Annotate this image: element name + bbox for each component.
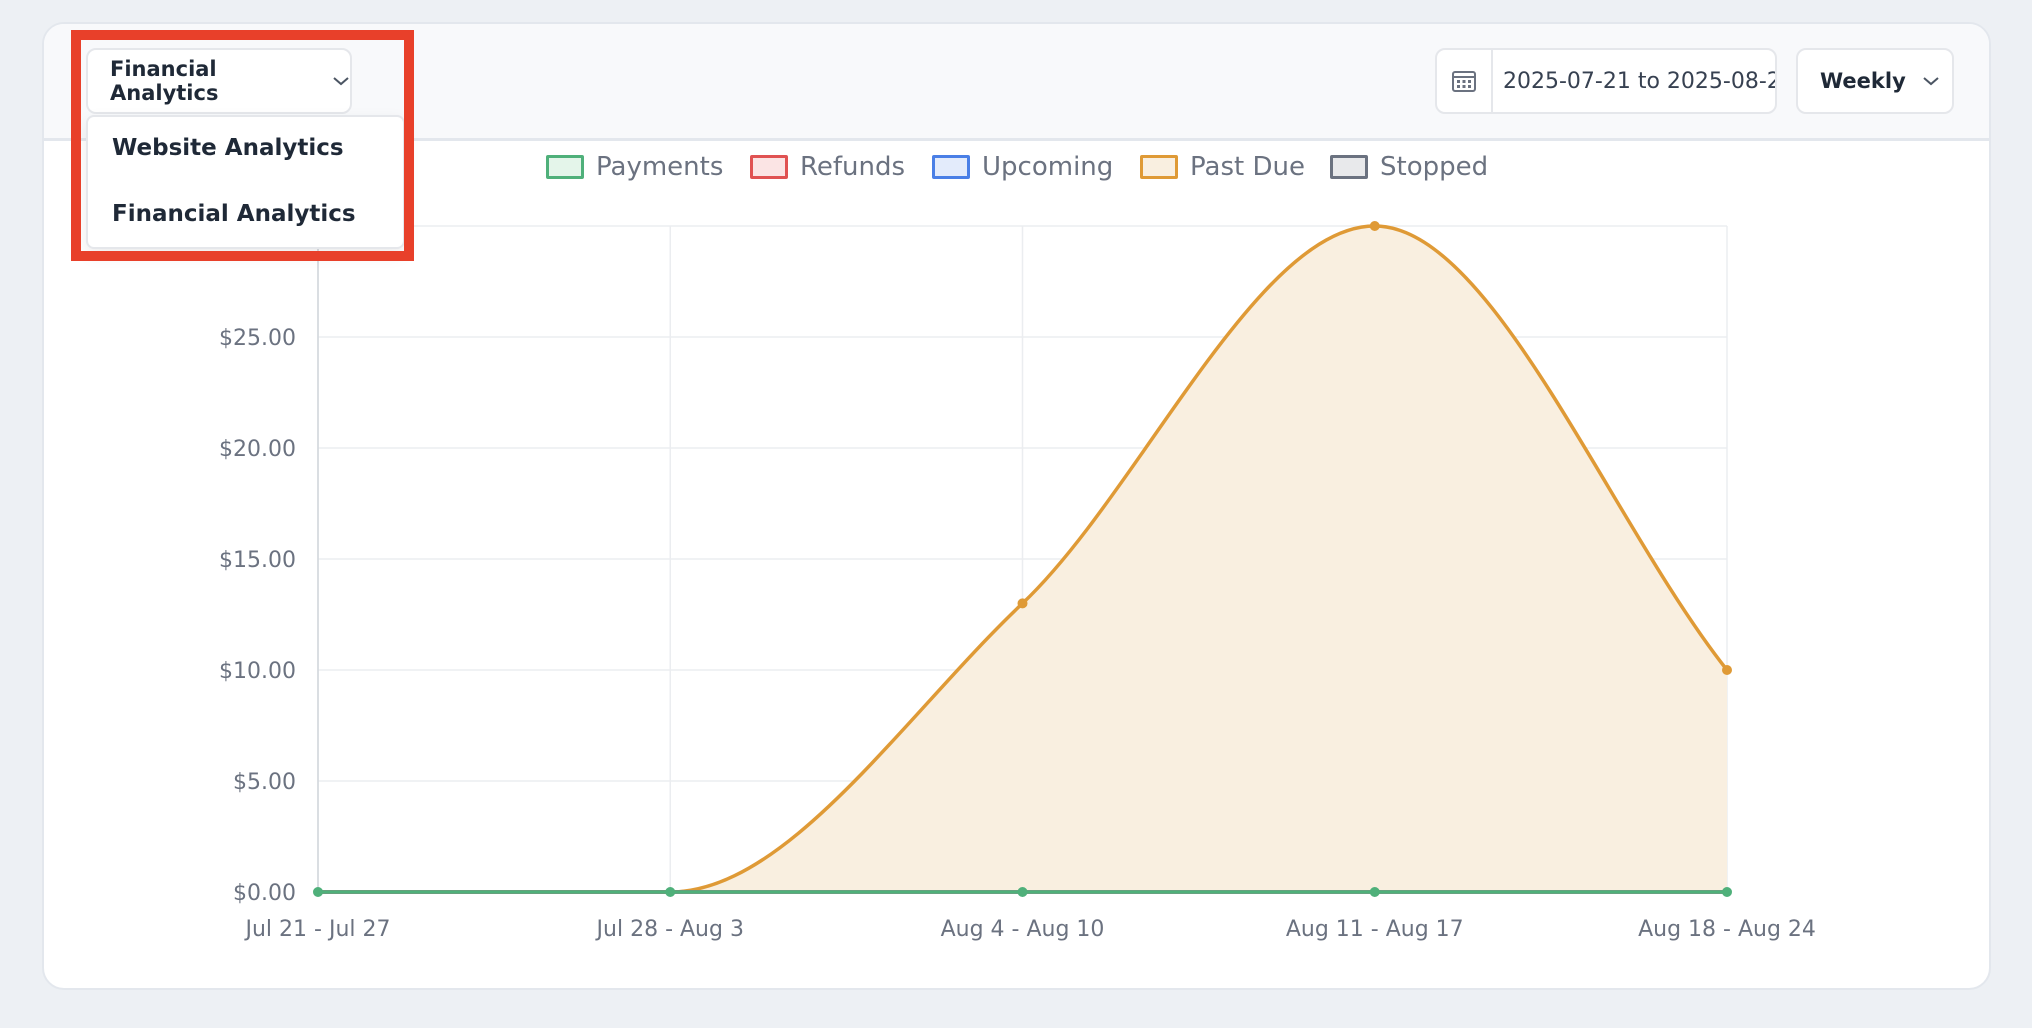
legend-label: Stopped (1380, 152, 1489, 182)
data-point-payments (1017, 887, 1028, 897)
x-tick-label: Jul 21 - Jul 27 (244, 917, 391, 942)
x-tick-label: Aug 18 - Aug 24 (1638, 917, 1816, 942)
x-tick-label: Aug 11 - Aug 17 (1286, 917, 1464, 942)
legend-swatch (1140, 155, 1178, 179)
data-point-payments (665, 887, 676, 897)
y-tick-label: $5.00 (233, 770, 296, 795)
menu-item-financial-analytics[interactable]: Financial Analytics (112, 201, 356, 227)
date-range-picker[interactable]: 2025-07-21 to 2025-08-20 (1435, 48, 1777, 114)
legend-item-past-due[interactable]: Past Due (1140, 152, 1305, 182)
legend-label: Upcoming (982, 152, 1114, 182)
x-tick-label: Jul 28 - Aug 3 (595, 917, 744, 942)
series-area-past-due (318, 226, 1727, 892)
date-range-value[interactable]: 2025-07-21 to 2025-08-20 (1503, 68, 1777, 94)
legend-label: Refunds (800, 152, 906, 182)
legend-label: Payments (596, 152, 724, 182)
legend-item-stopped[interactable]: Stopped (1330, 152, 1488, 182)
data-point-payments (313, 887, 323, 897)
y-tick-label: $25.00 (219, 326, 296, 351)
legend-swatch (546, 155, 584, 179)
data-point-past-due (1722, 665, 1732, 675)
legend-swatch (750, 155, 788, 179)
legend-swatch (1330, 155, 1368, 179)
chevron-down-icon (1922, 75, 1940, 87)
data-point-past-due (1017, 598, 1028, 609)
view-selector-menu: Website Analytics Financial Analytics (86, 115, 405, 249)
y-tick-label: $15.00 (219, 548, 296, 573)
calendar-icon[interactable] (1437, 50, 1493, 112)
legend-item-payments[interactable]: Payments (546, 152, 723, 182)
legend-swatch (932, 155, 970, 179)
chart-legend: Payments Refunds Upcoming Past Due Stopp… (0, 152, 2032, 192)
x-tick-label: Aug 4 - Aug 10 (941, 917, 1105, 942)
period-selector-button[interactable]: Weekly (1796, 48, 1954, 114)
period-selector-label: Weekly (1820, 69, 1906, 93)
view-selector-label: Financial Analytics (110, 57, 219, 105)
menu-item-website-analytics[interactable]: Website Analytics (112, 135, 344, 161)
y-tick-label: $20.00 (219, 437, 296, 462)
data-point-payments (1369, 887, 1380, 897)
view-selector-button[interactable]: Financial Analytics (86, 48, 352, 114)
chevron-down-icon (332, 75, 350, 87)
data-point-payments (1722, 887, 1732, 897)
data-point-past-due (1369, 221, 1380, 231)
y-tick-label: $0.00 (233, 881, 296, 906)
legend-item-upcoming[interactable]: Upcoming (932, 152, 1113, 182)
legend-item-refunds[interactable]: Refunds (750, 152, 905, 182)
legend-label: Past Due (1190, 152, 1305, 182)
y-tick-label: $10.00 (219, 659, 296, 684)
